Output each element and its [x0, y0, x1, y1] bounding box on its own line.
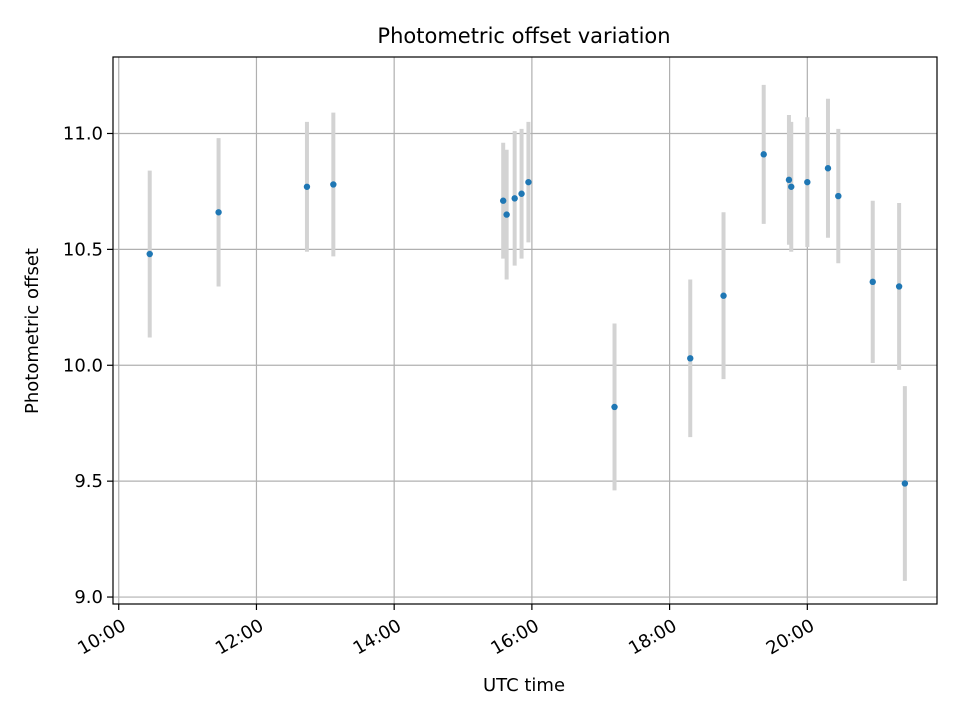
y-axis-label: Photometric offset: [22, 248, 43, 414]
y-tick-label: 9.0: [74, 587, 103, 608]
y-tick-label: 10.0: [63, 355, 103, 376]
data-point: [835, 192, 842, 200]
data-point: [869, 278, 876, 286]
data-point: [901, 480, 909, 487]
data-point: [804, 178, 811, 186]
data-point: [824, 165, 832, 172]
data-point: [525, 178, 532, 186]
data-point: [511, 195, 518, 202]
data-point: [788, 183, 795, 190]
data-point: [895, 283, 903, 290]
data-point: [785, 176, 793, 184]
y-tick-label: 11.0: [63, 123, 103, 144]
data-point: [518, 190, 525, 197]
y-tick-label: 10.5: [63, 239, 103, 260]
plot-area-frame: [112, 56, 938, 605]
x-axis-label: UTC time: [483, 675, 565, 696]
data-point: [760, 151, 767, 158]
data-point: [503, 211, 510, 218]
data-point: [499, 197, 507, 204]
data-point: [611, 403, 618, 411]
data-point: [720, 292, 727, 299]
data-point: [330, 181, 337, 188]
chart-title: Photometric offset variation: [377, 24, 670, 48]
data-point: [215, 209, 222, 216]
data-point: [687, 355, 694, 362]
data-point: [146, 250, 153, 258]
data-points: [146, 151, 909, 487]
data-point: [303, 183, 311, 190]
y-tick-label: 9.5: [74, 471, 103, 492]
